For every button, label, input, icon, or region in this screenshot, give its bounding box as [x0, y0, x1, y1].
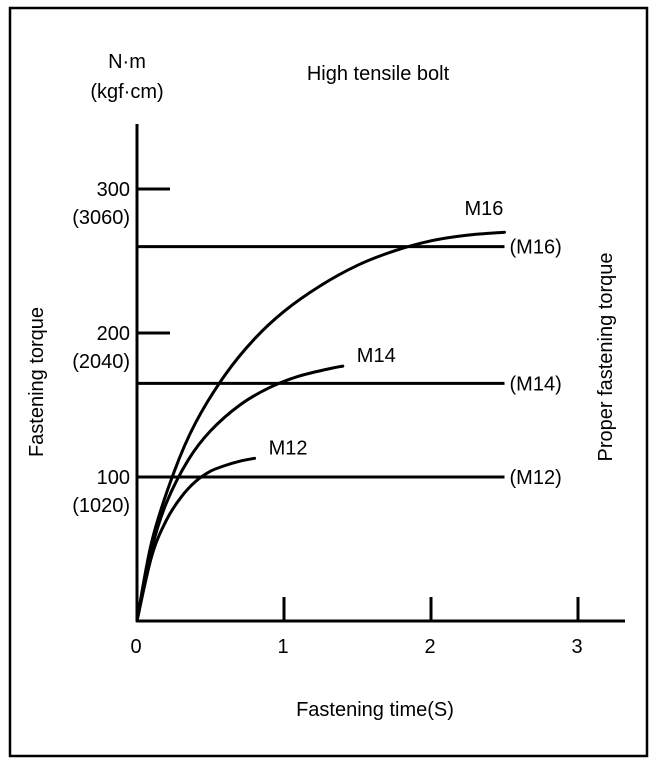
reference-lines: (M16) (M14) (M12)	[137, 237, 562, 489]
series-lines: M12 M14 M16	[135, 198, 506, 623]
series-label-m14: M14	[357, 345, 396, 367]
series-curve-m16	[135, 230, 506, 623]
x-tick-label-2: 2	[424, 636, 435, 658]
chart-title: High tensile bolt	[307, 63, 450, 85]
y-tick-sublabel-200: (2040)	[72, 351, 130, 373]
axis-ticks: 0 1 2 3 100 (1020) 200 (2040) 300 (3060)	[72, 179, 582, 658]
series-curve-m14	[135, 364, 345, 623]
reference-label-m16: (M16)	[510, 237, 562, 259]
series-label-m16: M16	[465, 198, 504, 220]
outer-border	[8, 6, 649, 758]
x-axis-title: Fastening time(S)	[296, 699, 454, 721]
y-tick-label-100: 100	[97, 467, 130, 489]
reference-label-m12: (M12)	[510, 467, 562, 489]
y-tick-label-300: 300	[97, 179, 130, 201]
y-unit-secondary: (kgf·cm)	[90, 81, 163, 103]
x-tick-label-3: 3	[571, 636, 582, 658]
y-tick-sublabel-100: (1020)	[72, 495, 130, 517]
x-tick-label-1: 1	[277, 636, 288, 658]
y-axis-title: Fastening torque	[26, 307, 48, 457]
y-tick-sublabel-300: (3060)	[72, 207, 130, 229]
y-tick-label-200: 200	[97, 323, 130, 345]
series-label-m12: M12	[269, 437, 308, 459]
right-axis-title: Proper fastening torque	[595, 252, 617, 461]
series-curve-m12	[135, 456, 257, 623]
reference-label-m14: (M14)	[510, 373, 562, 395]
y-unit-primary: N·m	[108, 51, 146, 73]
x-tick-label-0: 0	[130, 636, 141, 658]
